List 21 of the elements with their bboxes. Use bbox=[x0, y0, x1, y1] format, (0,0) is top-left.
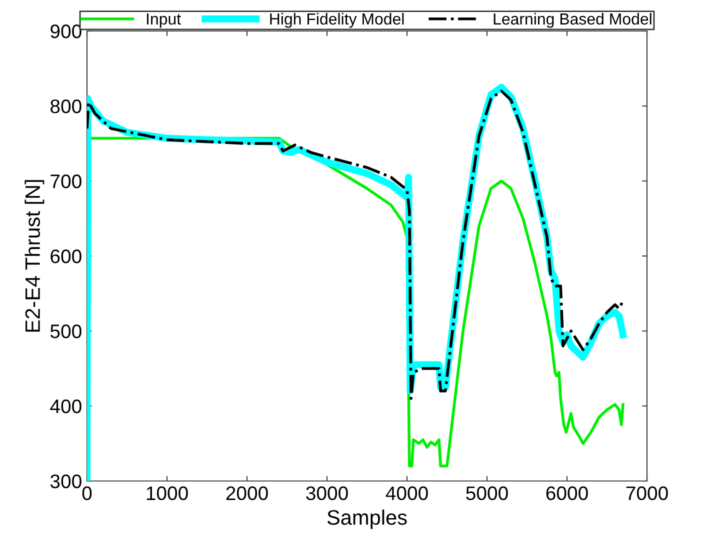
x-tick-label: 0 bbox=[82, 486, 92, 500]
y-tick-label: 300 bbox=[50, 474, 82, 488]
y-tick-label: 900 bbox=[50, 24, 82, 38]
x-tick-label: 6000 bbox=[546, 486, 588, 500]
x-tick-label: 2000 bbox=[226, 486, 268, 500]
y-tick-label: 700 bbox=[50, 174, 82, 188]
x-tick-label: 5000 bbox=[466, 486, 508, 500]
x-tick-label: 1000 bbox=[146, 486, 188, 500]
legend-label: Input bbox=[146, 14, 181, 28]
y-tick-label: 600 bbox=[50, 249, 82, 264]
line-series bbox=[87, 90, 624, 400]
x-tick-label: 3000 bbox=[306, 486, 348, 500]
x-tick-label: 7000 bbox=[626, 486, 668, 500]
y-axis-title: E2-E4 Thrust [N] bbox=[24, 180, 44, 332]
legend-label: High Fidelity Model bbox=[270, 12, 404, 28]
y-tick-label: 800 bbox=[50, 99, 82, 114]
legend-label: Learning Based Model bbox=[494, 12, 652, 28]
x-tick-label: 4000 bbox=[386, 486, 428, 500]
y-tick-label: 500 bbox=[50, 324, 82, 338]
x-axis-title: Samples bbox=[327, 510, 407, 529]
y-tick-label: 400 bbox=[50, 399, 82, 414]
